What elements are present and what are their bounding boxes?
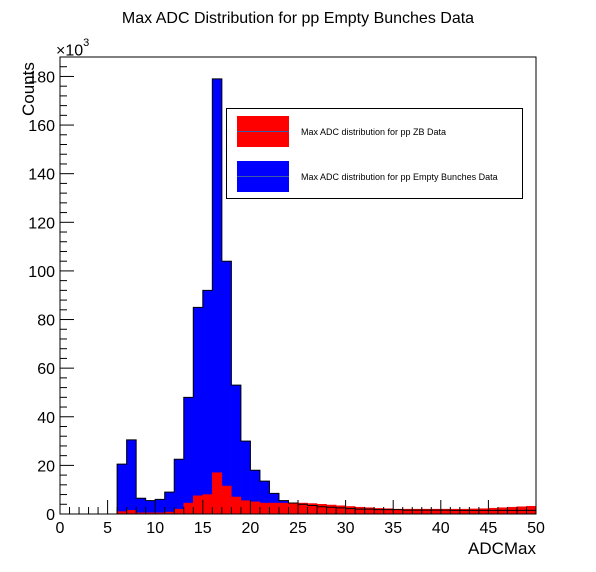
bar-zb-28 (326, 504, 337, 515)
bar-zb-27 (316, 504, 327, 515)
bar-zb-24 (288, 502, 299, 515)
bar-zb-21 (259, 502, 270, 515)
bar-zb-31 (354, 506, 365, 515)
x-tick-label-15: 15 (194, 520, 212, 537)
bar-empty-bunches-11 (164, 491, 175, 515)
y-tick-label-0: 0 (46, 507, 55, 524)
bar-zb-17 (221, 485, 232, 515)
bar-empty-bunches-12 (173, 459, 185, 515)
bar-zb-20 (250, 501, 261, 515)
bar-zb-30 (345, 506, 356, 515)
x-tick-label-40: 40 (432, 520, 450, 537)
bar-empty-bunches-8 (135, 497, 146, 515)
legend-swatch-empty-bunches (237, 161, 289, 192)
bar-zb-19 (240, 500, 251, 515)
x-tick-label-50: 50 (527, 520, 545, 537)
x-tick-label-30: 30 (337, 520, 355, 537)
legend: Max ADC distribution for pp ZB Data Max … (226, 108, 523, 199)
y-tick-label-100: 100 (28, 264, 55, 281)
bar-empty-bunches-7 (126, 439, 137, 515)
legend-label-empty-bunches: Max ADC distribution for pp Empty Bunche… (301, 171, 498, 182)
y-axis-exponent: ×103 (56, 37, 90, 60)
chart-title: Max ADC Distribution for pp Empty Bunche… (121, 10, 475, 27)
bar-empty-bunches-6 (116, 463, 127, 515)
y-tick-label-140: 140 (28, 167, 55, 184)
y-tick-label-180: 180 (28, 69, 55, 86)
bar-empty-bunches-14 (193, 307, 204, 515)
y-tick-label-60: 60 (37, 361, 55, 378)
bar-empty-bunches-9 (145, 500, 156, 515)
y-tick-label-120: 120 (28, 215, 55, 232)
bar-zb-7 (126, 510, 137, 515)
x-tick-label-45: 45 (480, 520, 498, 537)
bar-zb-15 (202, 494, 213, 515)
y-tick-label-40: 40 (37, 410, 55, 427)
x-tick-label-5: 5 (103, 520, 112, 537)
x-tick-label-0: 0 (56, 520, 65, 537)
bar-zb-44 (478, 508, 489, 515)
bar-zb-32 (364, 507, 375, 515)
x-tick-label-10: 10 (146, 520, 164, 537)
legend-entry-zb: Max ADC distribution for pp ZB Data (237, 116, 446, 147)
bar-zb-29 (335, 505, 346, 515)
bar-zb-16 (212, 472, 223, 515)
bar-empty-bunches-10 (154, 499, 165, 515)
y-tick-label-80: 80 (37, 313, 55, 330)
y-tick-label-160: 160 (28, 118, 55, 135)
y-tick-label-20: 20 (37, 458, 55, 475)
bar-zb-13 (183, 502, 194, 515)
bar-zb-18 (231, 496, 242, 515)
y-axis-label: Counts (19, 62, 38, 116)
bar-zb-23 (278, 502, 289, 515)
legend-entry-empty-bunches: Max ADC distribution for pp Empty Bunche… (237, 161, 498, 192)
bar-zb-14 (193, 495, 204, 515)
bar-zb-22 (269, 502, 280, 515)
bar-empty-bunches-18 (231, 384, 242, 515)
bar-empty-bunches-17 (221, 260, 232, 515)
bar-empty-bunches-13 (183, 397, 194, 515)
x-tick-label-25: 25 (289, 520, 307, 537)
x-tick-label-35: 35 (384, 520, 402, 537)
bar-empty-bunches-16 (212, 78, 223, 515)
legend-label-zb: Max ADC distribution for pp ZB Data (301, 126, 447, 137)
x-axis-label: ADCMax (467, 539, 536, 558)
bar-zb-45 (488, 507, 499, 515)
histogram-outline (60, 78, 536, 515)
x-tick-label-20: 20 (242, 520, 260, 537)
bar-zb-12 (173, 508, 185, 515)
bar-empty-bunches-15 (202, 290, 213, 515)
bar-zb-43 (469, 508, 480, 515)
legend-swatch-zb (237, 116, 289, 147)
